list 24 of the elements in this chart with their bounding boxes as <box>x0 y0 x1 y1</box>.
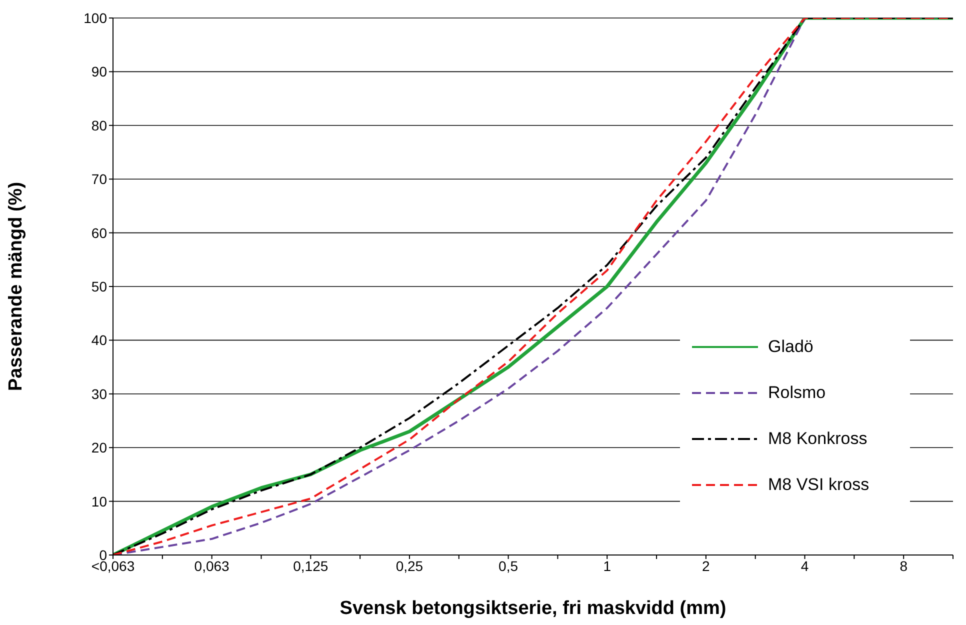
y-tick-label: 60 <box>91 224 108 241</box>
y-axis-title: Passerande mängd (%) <box>6 182 27 392</box>
y-tick-label: 50 <box>91 278 108 294</box>
y-tick-label: 30 <box>91 386 108 402</box>
y-tick-label: 80 <box>91 117 108 134</box>
y-tick-label: 40 <box>91 332 108 348</box>
x-tick-label: 0,063 <box>194 558 230 574</box>
x-tick-label: 1 <box>603 558 612 574</box>
legend-label: M8 Konkross <box>768 429 868 449</box>
x-tick-label: 0,125 <box>293 558 328 574</box>
y-tick-label: 90 <box>91 64 108 80</box>
legend-label: Rolsmo <box>768 383 826 403</box>
x-tick-label: 2 <box>702 558 710 574</box>
legend-label: M8 VSI kross <box>768 475 870 495</box>
x-tick-label: 0,25 <box>396 558 424 574</box>
y-tick-label: 100 <box>84 10 108 26</box>
legend-label: Gladö <box>768 337 814 357</box>
x-tick-label: 0,5 <box>498 558 518 574</box>
y-tick-label: 70 <box>91 171 108 188</box>
y-tick-label: 10 <box>91 493 108 510</box>
y-tick-label: 20 <box>91 440 108 456</box>
x-tick-label: 4 <box>800 558 809 574</box>
x-tick-label: 8 <box>900 558 908 574</box>
x-axis-title: Svensk betongsiktserie, fri maskvidd (mm) <box>340 598 726 619</box>
